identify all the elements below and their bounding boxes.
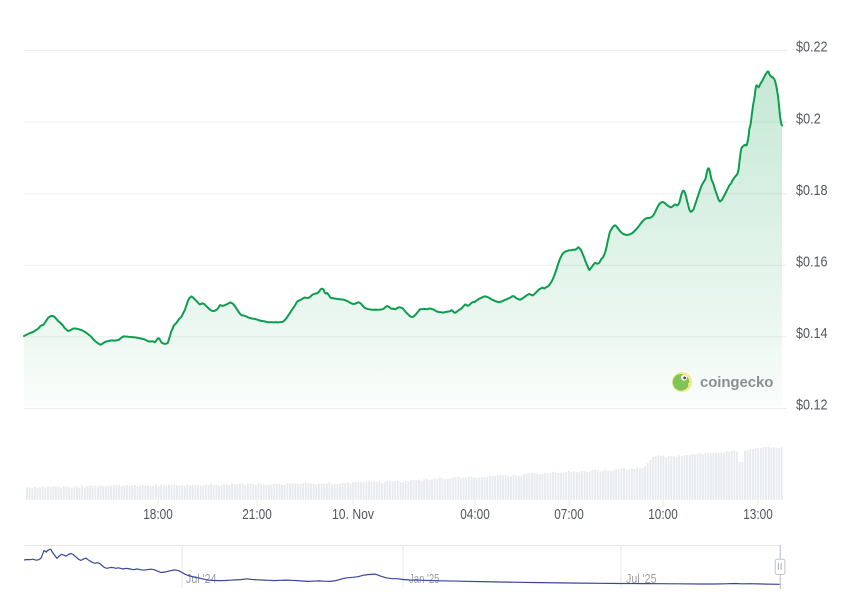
svg-text:$0.12: $0.12: [796, 397, 828, 414]
svg-text:21:00: 21:00: [242, 506, 272, 523]
svg-text:10. Nov: 10. Nov: [332, 506, 374, 523]
svg-text:04:00: 04:00: [460, 506, 490, 523]
svg-text:$0.16: $0.16: [796, 254, 828, 271]
svg-text:$0.22: $0.22: [796, 39, 828, 56]
svg-text:$0.2: $0.2: [796, 110, 821, 127]
svg-text:Jan '25: Jan '25: [409, 571, 440, 586]
svg-text:13:00: 13:00: [743, 506, 773, 523]
svg-text:18:00: 18:00: [143, 506, 173, 523]
svg-text:07:00: 07:00: [554, 506, 584, 523]
svg-text:$0.14: $0.14: [796, 325, 828, 342]
svg-text:Jul '25: Jul '25: [626, 571, 657, 586]
svg-text:10:00: 10:00: [648, 506, 678, 523]
svg-text:$0.18: $0.18: [796, 182, 828, 199]
svg-text:coingecko: coingecko: [700, 374, 773, 391]
